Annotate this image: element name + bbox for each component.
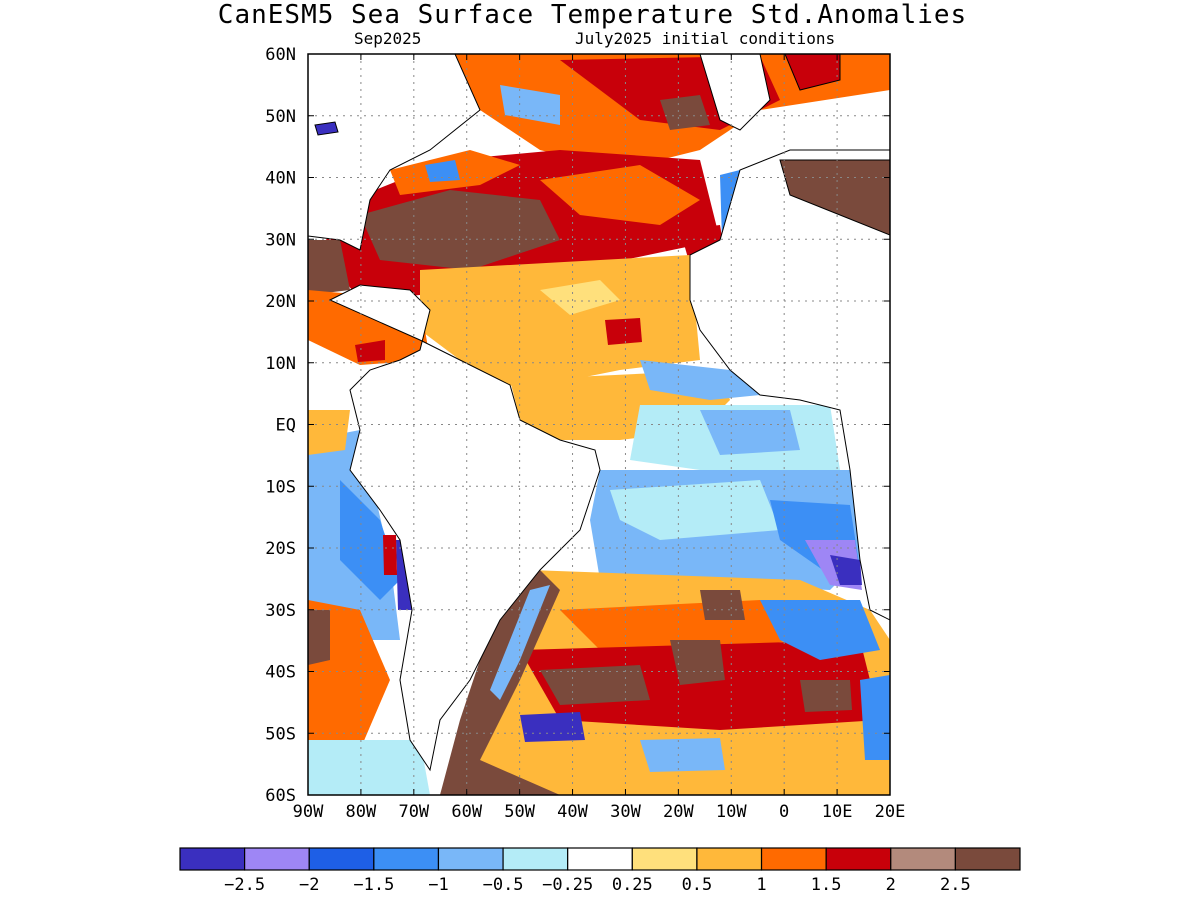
y-tick-label: 10N: [265, 354, 296, 374]
forecast-month: Sep2025: [354, 29, 422, 48]
colorbar-swatch: [308, 847, 375, 871]
colorbar-label: −0.5: [483, 875, 524, 895]
subtropical-east-warm: [540, 165, 700, 225]
y-tick-label: EQ: [276, 416, 296, 436]
x-tick-label: 10W: [716, 802, 747, 822]
colorbar-swatch: [502, 847, 569, 871]
mediterranean-extreme: [780, 160, 890, 235]
x-axis-labels: 90W 80W 70W 60W 50W 40W 30W 20W 10W 0 10E 20E: [293, 802, 906, 822]
x-tick-label: 20E: [875, 802, 906, 822]
south-atlantic-extreme-spot: [700, 590, 745, 620]
colorbar-label: 1: [756, 875, 766, 895]
x-tick-label: 50W: [504, 802, 535, 822]
y-axis-labels: 60N 50N 40N 30N 20N 10N EQ 10S 20S 30S 40S 50S 60S: [265, 45, 296, 806]
y-tick-label: 60N: [265, 45, 296, 65]
gulf-of-mexico-extreme: [308, 240, 350, 295]
y-tick-label: 50S: [265, 724, 296, 744]
southern-extreme-west: [540, 665, 650, 705]
x-tick-label: 0: [779, 802, 789, 822]
southern-extreme-cool-patch: [520, 712, 585, 742]
y-tick-label: 10S: [265, 477, 296, 497]
x-tick-label: 90W: [293, 802, 324, 822]
colorbar-swatch: [890, 847, 956, 871]
colorbar: [179, 847, 1021, 871]
colorbar-swatch: [696, 847, 763, 871]
colorbar-swatch: [760, 847, 827, 871]
y-tick-label: 40S: [265, 663, 296, 683]
benguela-extreme-cool: [830, 555, 862, 585]
subtropical-extreme-core: [360, 190, 560, 270]
colorbar-label: 2: [886, 875, 896, 895]
colorbar-label: 2.5: [940, 875, 971, 895]
north-america-land: [308, 54, 481, 251]
chart-title: CanESM5 Sea Surface Temperature Std.Anom…: [217, 0, 968, 30]
africa-europe-land: [689, 149, 890, 621]
southern-extreme-east: [800, 680, 852, 712]
x-tick-label: 10E: [822, 802, 853, 822]
colorbar-label: 0.25: [612, 875, 653, 895]
gulf-of-guinea-moderate-cool: [700, 410, 800, 455]
y-tick-label: 20S: [265, 539, 296, 559]
colorbar-swatch: [567, 847, 633, 871]
eastern-pacific-warm: [308, 410, 350, 455]
chile-warm-streak: [383, 535, 397, 575]
x-tick-label: 80W: [346, 802, 377, 822]
y-tick-label: 30N: [265, 230, 296, 250]
graticule: [308, 54, 890, 795]
mid-atlantic-extreme-patch: [660, 95, 710, 130]
drake-passage-weak-cool: [308, 740, 430, 795]
colorbar-swatch: [179, 847, 246, 871]
axis-ticks: [307, 53, 891, 796]
colorbar-label: −2.5: [224, 875, 265, 895]
great-lakes-cool: [314, 121, 339, 136]
x-tick-label: 70W: [398, 802, 429, 822]
south-tropical-weak-cool: [610, 480, 780, 540]
x-tick-label: 60W: [451, 802, 482, 822]
y-tick-label: 30S: [265, 601, 296, 621]
agulhas-cool: [860, 675, 890, 760]
y-tick-label: 40N: [265, 169, 296, 189]
x-tick-label: 30W: [610, 802, 641, 822]
initial-conditions: July2025 initial conditions: [575, 29, 836, 48]
british-isles-land: [699, 54, 771, 131]
colorbar-swatch: [244, 847, 310, 871]
y-tick-label: 50N: [265, 107, 296, 127]
southern-cool-patch: [640, 738, 725, 772]
colorbar-swatch: [825, 847, 892, 871]
south-america-land: [328, 284, 601, 772]
colorbar-label: 1.5: [811, 875, 842, 895]
southern-warm-band: [520, 640, 880, 730]
map-area: [308, 54, 890, 795]
colorbar-label: −0.25: [542, 875, 593, 895]
tropical-north-atlantic: [420, 255, 700, 390]
south-pacific-extreme: [308, 610, 330, 665]
caribbean-strong-warm: [355, 340, 385, 362]
colorbar-labels: −2.5 −2 −1.5 −1 −0.5 −0.25 0.25 0.5 1 1.5 2 2.5: [224, 875, 971, 895]
colorbar-swatch: [631, 847, 698, 871]
southern-extreme-mid: [670, 640, 725, 685]
colorbar-label: −1: [428, 875, 448, 895]
cape-basin-cool: [760, 600, 880, 660]
colorbar-swatch: [437, 847, 504, 871]
colorbar-label: 0.5: [682, 875, 713, 895]
tropical-weak-warm: [540, 280, 620, 315]
y-tick-label: 60S: [265, 786, 296, 806]
x-tick-label: 40W: [557, 802, 588, 822]
colorbar-label: −1.5: [353, 875, 394, 895]
colorbar-swatch: [954, 847, 1021, 871]
y-tick-label: 20N: [265, 292, 296, 312]
colorbar-swatch: [373, 847, 440, 871]
colorbar-label: −2: [299, 875, 319, 895]
gulf-stream-cool-eddy: [425, 160, 460, 182]
labrador-cool-patch: [500, 85, 560, 125]
north-sea-warm: [784, 54, 841, 91]
tropical-warm-spot: [605, 318, 642, 345]
x-tick-label: 20W: [663, 802, 694, 822]
